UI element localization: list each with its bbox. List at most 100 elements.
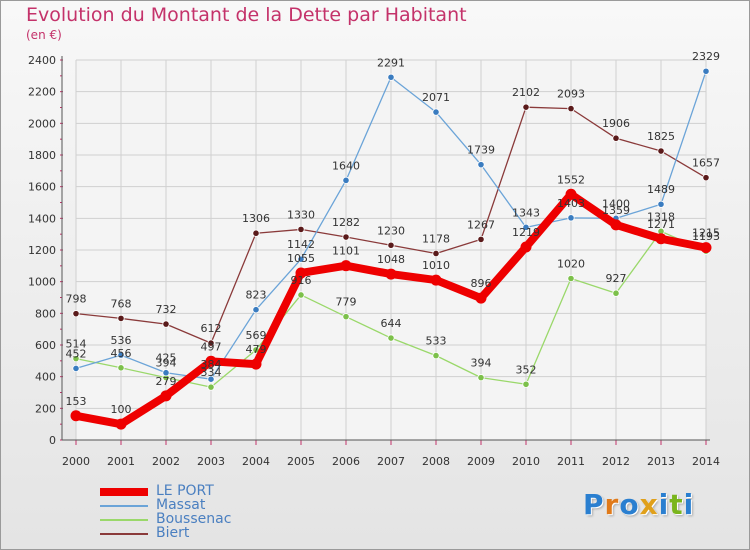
data-label: 452 [66,347,87,360]
data-point [475,292,487,304]
data-point [385,268,397,280]
data-label: 1020 [557,258,585,271]
data-label: 352 [516,363,537,376]
x-tick-label: 2004 [242,455,270,468]
data-point [117,314,125,322]
data-label: 153 [66,395,87,408]
logo-letter: i [683,488,695,521]
data-point [250,358,262,370]
data-point [162,320,170,328]
data-label: 334 [201,366,222,379]
data-point [432,352,440,360]
data-label: 279 [156,375,177,388]
data-label: 1343 [512,206,540,219]
y-tick-label: 2200 [28,86,56,99]
data-label: 569 [246,329,267,342]
x-tick-label: 2008 [422,455,450,468]
data-label: 1178 [422,232,450,245]
legend-swatch [100,533,148,535]
data-label: 2291 [377,56,405,69]
data-label: 916 [291,274,312,287]
data-label: 1101 [332,245,360,258]
y-tick-label: 1600 [28,181,56,194]
data-point [565,188,577,200]
logo-letter: x [639,488,659,521]
legend-label: LE PORT [156,483,214,499]
data-label: 1657 [692,157,720,170]
data-point [162,369,170,377]
data-label: 497 [201,340,222,353]
data-point [567,274,575,283]
data-point [610,219,622,231]
data-label: 1055 [287,252,315,265]
data-point [342,233,350,241]
data-label: 768 [111,297,132,310]
legend-swatch [100,488,148,496]
legend-swatch [100,519,148,521]
data-point [342,176,350,184]
legend-swatch [100,505,148,507]
data-label: 1318 [647,210,675,223]
data-label: 1048 [377,253,405,266]
x-tick-label: 2013 [647,455,675,468]
data-point [72,355,80,363]
data-point [387,334,395,342]
data-label: 927 [606,272,627,285]
data-point [207,339,215,347]
data-point [700,242,712,254]
data-point [477,161,485,169]
y-tick-label: 800 [35,307,56,320]
data-point [295,267,307,279]
data-label: 2102 [512,86,540,99]
data-point [207,383,215,391]
data-point [657,147,665,155]
data-label: 533 [426,335,447,348]
data-label: 779 [336,296,357,309]
data-label: 2093 [557,88,585,101]
x-tick-label: 2014 [692,455,720,468]
x-tick-label: 2002 [152,455,180,468]
logo-letter: t [669,488,684,521]
data-point [612,289,620,297]
data-point [115,418,127,430]
y-tick-label: 1000 [28,276,56,289]
proxiti-logo: Proxiti [583,488,694,521]
data-label: 514 [66,338,87,351]
data-point [430,274,442,286]
data-point [252,229,260,237]
data-label: 1825 [647,130,675,143]
data-label: 1267 [467,218,495,231]
data-label: 1489 [647,183,675,196]
data-label: 536 [111,334,132,347]
data-label: 479 [246,343,267,356]
data-point [387,73,395,81]
data-label: 1552 [557,173,585,186]
logo-letter: o [619,488,640,521]
data-label: 1306 [242,212,270,225]
data-label: 425 [156,352,177,365]
y-tick-label: 1200 [28,244,56,257]
x-tick-label: 2006 [332,455,360,468]
x-tick-label: 2012 [602,455,630,468]
data-point [70,410,82,422]
data-point [340,260,352,272]
data-point [702,67,710,75]
data-point [252,306,260,314]
data-label: 1282 [332,216,360,229]
data-label: 823 [246,289,267,302]
data-point [477,235,485,243]
data-label: 798 [66,293,87,306]
data-label: 1215 [692,227,720,240]
logo-letter: r [604,488,620,521]
data-label: 612 [201,322,222,335]
x-tick-label: 2000 [62,455,90,468]
data-label: 2329 [692,50,720,63]
data-label: 644 [381,317,402,330]
data-point [72,364,80,373]
legend-label: Boussenac [156,511,232,527]
x-tick-label: 2010 [512,455,540,468]
data-point [432,249,440,258]
data-label: 732 [156,303,177,316]
data-label: 1010 [422,259,450,272]
